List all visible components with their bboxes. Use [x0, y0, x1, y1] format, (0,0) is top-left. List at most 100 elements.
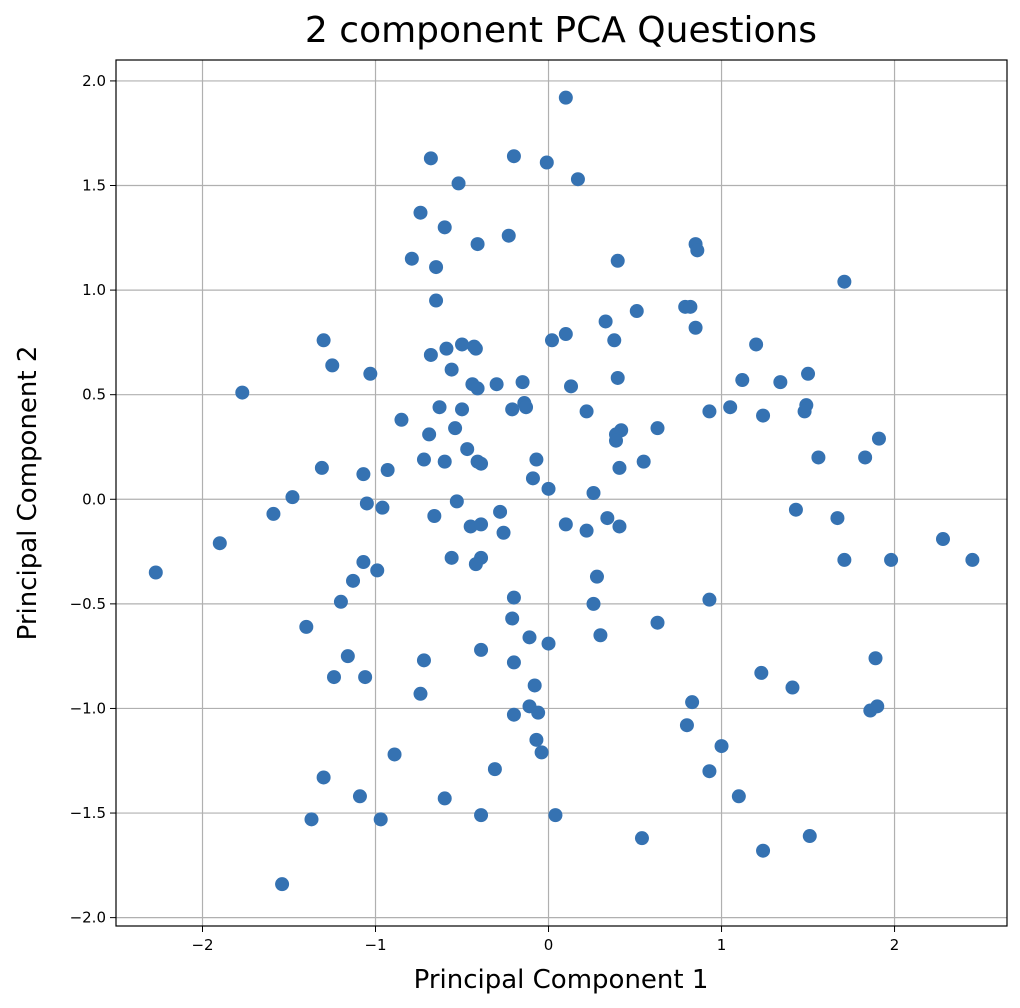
scatter-point: [858, 450, 873, 465]
y-tick-label: 1.5: [82, 177, 106, 195]
scatter-point: [423, 347, 438, 362]
scatter-point: [801, 366, 816, 381]
scatter-point: [359, 496, 374, 511]
x-tick-label: 0: [544, 936, 554, 954]
scatter-point: [487, 762, 502, 777]
scatter-point: [629, 304, 644, 319]
scatter-point: [437, 220, 452, 235]
scatter-point: [586, 486, 601, 500]
scatter-point: [316, 333, 331, 348]
scatter-point: [427, 509, 442, 524]
scatter-point: [735, 373, 750, 388]
scatter-point: [785, 680, 800, 695]
scatter-point: [868, 651, 883, 666]
scatter-point: [380, 462, 395, 477]
scatter-point: [773, 375, 788, 390]
scatter-point: [285, 490, 300, 505]
scatter-point: [455, 337, 470, 352]
scatter-point: [702, 404, 717, 419]
scatter-point: [333, 594, 348, 609]
scatter-point: [679, 718, 694, 733]
scatter-point: [474, 642, 489, 657]
scatter-point: [444, 550, 459, 565]
scatter-point: [564, 379, 579, 394]
scatter-point: [463, 519, 478, 534]
scatter-point: [506, 707, 521, 722]
scatter-point: [394, 412, 409, 427]
y-tick-label: −2.0: [70, 909, 106, 927]
scatter-point: [570, 172, 585, 187]
scatter-point: [356, 467, 371, 482]
scatter-point: [579, 404, 594, 419]
scatter-point: [685, 695, 700, 710]
scatter-point: [489, 377, 504, 392]
scatter-point: [788, 502, 803, 517]
scatter-point: [541, 636, 556, 651]
scatter-point: [756, 843, 771, 858]
scatter-point: [837, 274, 852, 289]
scatter-point: [531, 705, 546, 720]
scatter-point: [346, 573, 361, 588]
scatter-point: [579, 523, 594, 538]
scatter-point: [610, 370, 625, 385]
scatter-point: [422, 427, 437, 442]
scatter-point: [326, 670, 341, 685]
scatter-point: [437, 454, 452, 469]
scatter-point: [756, 408, 771, 423]
scatter-point: [871, 431, 886, 446]
scatter-point: [375, 500, 390, 515]
scatter-point: [387, 747, 402, 762]
scatter-point: [470, 381, 485, 396]
y-tick-label: −1.0: [70, 699, 106, 717]
scatter-point: [506, 655, 521, 670]
scatter-point: [358, 670, 373, 685]
scatter-point: [506, 149, 521, 164]
plot-frame: [115, 59, 1008, 927]
scatter-point: [688, 320, 703, 335]
scatter-point: [363, 366, 378, 381]
scatter-point: [702, 592, 717, 607]
scatter-point: [373, 812, 388, 827]
scatter-point: [527, 678, 542, 693]
scatter-point: [612, 460, 627, 475]
scatter-point: [634, 831, 649, 846]
x-tick-label: −1: [364, 936, 386, 954]
chart-title: 2 component PCA Questions: [305, 10, 817, 51]
scatter-point: [837, 552, 852, 567]
scatter-point: [416, 653, 431, 668]
scatter-point: [429, 260, 444, 275]
scatter-point: [451, 176, 466, 191]
scatter-point: [432, 400, 447, 415]
scatter-point: [612, 519, 627, 534]
scatter-point: [558, 327, 573, 342]
scatter-point: [275, 877, 290, 892]
scatter-point: [534, 745, 549, 760]
scatter-point: [413, 686, 428, 701]
y-tick-label: −0.5: [70, 595, 106, 613]
y-tick-label: −1.5: [70, 804, 106, 822]
scatter-point: [802, 829, 817, 844]
scatter-point: [448, 421, 463, 436]
scatter-point: [607, 333, 622, 348]
scatter-point: [468, 341, 483, 356]
scatter-point: [610, 253, 625, 268]
scatter-point: [598, 314, 613, 329]
scatter-point: [797, 404, 812, 419]
scatter-point: [690, 243, 705, 258]
axis-ticks: −2 −1 0 1 2 −2.0 −1.5 −1.0 −0.5 0.0 0.5 1.0 1.5 2.0: [70, 72, 900, 954]
scatter-point: [266, 506, 281, 521]
scatter-point: [525, 471, 540, 486]
scatter-point: [316, 770, 331, 785]
scatter-point: [314, 460, 329, 475]
scatter-point: [413, 205, 428, 220]
scatter-point: [589, 569, 604, 584]
scatter-point: [884, 552, 899, 567]
scatter-point: [474, 456, 489, 471]
scatter-point: [455, 402, 470, 417]
x-axis-label: Principal Component 1: [414, 965, 709, 995]
scatter-point: [474, 517, 489, 532]
scatter-point: [501, 228, 516, 243]
y-tick-label: 0.5: [82, 386, 106, 404]
x-tick-label: 2: [890, 936, 900, 954]
